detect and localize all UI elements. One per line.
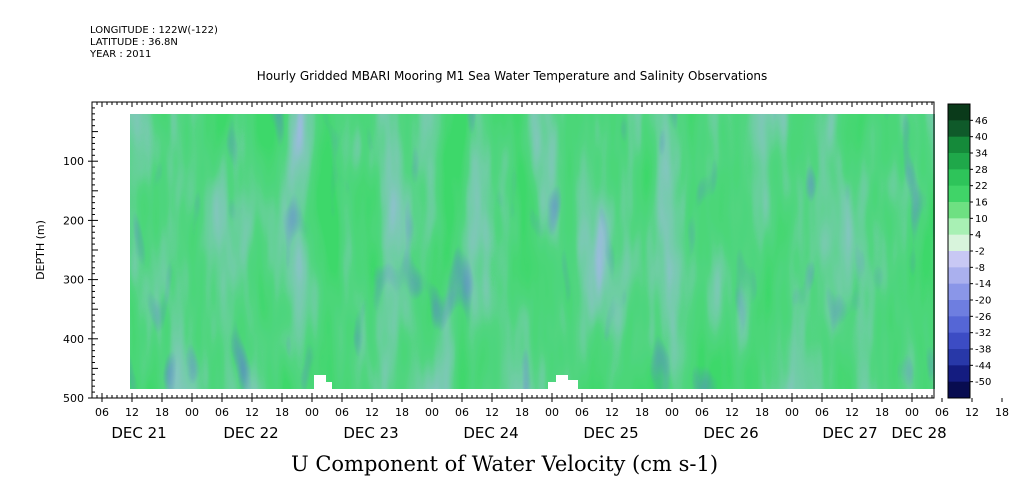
colorbar-cell	[948, 349, 970, 366]
colorbar-cell	[948, 202, 970, 219]
x-hour-label: 06	[815, 406, 829, 419]
x-hour-label: 12	[245, 406, 259, 419]
y-axis-label: DEPTH (m)	[34, 220, 47, 280]
colorbar-label: 4	[975, 230, 981, 241]
colorbar-label: -38	[975, 345, 991, 356]
colorbar: 46 40 34 28 22 16 10 4 -2 -8 -14 -20 -26 -32 -38 -44 -50	[947, 103, 991, 399]
colorbar-label: 34	[975, 149, 988, 160]
colorbar-cell	[948, 283, 970, 301]
colorbar-cell	[948, 381, 970, 399]
x-hour-label: 18	[155, 406, 169, 419]
colorbar-label: 16	[975, 198, 988, 209]
x-hour-label: 18	[635, 406, 649, 419]
x-hour-label: 18	[515, 406, 529, 419]
colorbar-label: -44	[975, 361, 991, 372]
x-hour-labels: 06 12 18 00 06 12 18 00 06 12 18 00 06 12 18 00 06 12 18 00…	[95, 398, 1009, 419]
chart-title: Hourly Gridded MBARI Mooring M1 Sea Wate…	[257, 69, 768, 83]
colorbar-label: 28	[975, 165, 988, 176]
variable-title: U Component of Water Velocity (cm s-1)	[290, 452, 719, 476]
y-tick-label: 200	[63, 214, 84, 227]
y-tick-label: 100	[63, 155, 84, 168]
y-tick-label: 300	[63, 274, 84, 287]
x-hour-label: 18	[875, 406, 889, 419]
year-label: YEAR : 2011	[90, 49, 152, 60]
colorbar-cell	[948, 332, 970, 350]
x-hour-label: 00	[545, 406, 559, 419]
colorbar-label: -26	[975, 312, 991, 323]
heatmap-field	[130, 114, 935, 389]
x-hour-label: 18	[395, 406, 409, 419]
x-day-label: DEC 26	[703, 424, 758, 442]
x-hour-label: 06	[455, 406, 469, 419]
colorbar-cell	[948, 104, 970, 121]
x-hour-label: 00	[785, 406, 799, 419]
x-hour-label: 00	[305, 406, 319, 419]
x-hour-label: 12	[365, 406, 379, 419]
y-tick-label: 500	[63, 392, 84, 405]
x-hour-label: 18	[755, 406, 769, 419]
colorbar-cell	[948, 234, 970, 252]
x-hour-label: 06	[335, 406, 349, 419]
x-day-label: DEC 21	[111, 424, 166, 442]
x-day-labels: DEC 21 DEC 22 DEC 23 DEC 24 DEC 25 DEC 26 DEC …	[111, 424, 946, 442]
colorbar-label: -8	[975, 263, 985, 274]
x-hour-label: 00	[185, 406, 199, 419]
x-hour-label: 12	[965, 406, 979, 419]
x-hour-label: 06	[575, 406, 589, 419]
x-hour-label: 12	[725, 406, 739, 419]
x-day-label: DEC 27	[822, 424, 877, 442]
y-axis: 100 200 300 400 500	[63, 107, 98, 405]
colorbar-cell	[948, 251, 970, 268]
colorbar-cell	[948, 267, 970, 285]
colorbar-label: -50	[975, 377, 991, 388]
colorbar-label: 10	[975, 214, 988, 225]
x-hour-label: 00	[665, 406, 679, 419]
colorbar-cell	[948, 185, 970, 203]
x-hour-label: 06	[95, 406, 109, 419]
x-hour-label: 06	[935, 406, 949, 419]
colorbar-label: -14	[975, 279, 991, 290]
colorbar-label: 46	[975, 116, 988, 127]
x-hour-label: 06	[215, 406, 229, 419]
x-hour-label: 12	[605, 406, 619, 419]
colorbar-label: -32	[975, 328, 991, 339]
x-hour-label: 00	[905, 406, 919, 419]
x-day-label: DEC 25	[583, 424, 638, 442]
colorbar-label: -20	[975, 296, 991, 307]
colorbar-label: -2	[975, 247, 985, 258]
colorbar-cell	[948, 153, 970, 170]
bottom-ticks	[91, 393, 933, 398]
x-hour-label: 12	[125, 406, 139, 419]
x-day-label: DEC 22	[223, 424, 278, 442]
x-day-label: DEC 28	[891, 424, 946, 442]
x-hour-label: 18	[995, 406, 1009, 419]
colorbar-cell	[948, 300, 970, 317]
colorbar-cell	[948, 136, 970, 154]
colorbar-cell	[948, 365, 970, 383]
x-hour-label: 12	[845, 406, 859, 419]
colorbar-label: 22	[975, 181, 988, 192]
colorbar-cell	[948, 316, 970, 334]
latitude-label: LATITUDE : 36.8N	[90, 37, 178, 48]
x-hour-label: 12	[485, 406, 499, 419]
x-hour-label: 18	[275, 406, 289, 419]
x-day-label: DEC 24	[463, 424, 518, 442]
longitude-label: LONGITUDE : 122W(-122)	[90, 25, 218, 36]
colorbar-cell	[948, 218, 970, 236]
colorbar-label: 40	[975, 132, 988, 143]
colorbar-cell	[948, 169, 970, 187]
x-hour-label: 06	[695, 406, 709, 419]
colorbar-cell	[948, 120, 970, 138]
top-ticks	[91, 102, 933, 107]
x-hour-label: 00	[425, 406, 439, 419]
x-day-label: DEC 23	[343, 424, 398, 442]
y-tick-label: 400	[63, 333, 84, 346]
